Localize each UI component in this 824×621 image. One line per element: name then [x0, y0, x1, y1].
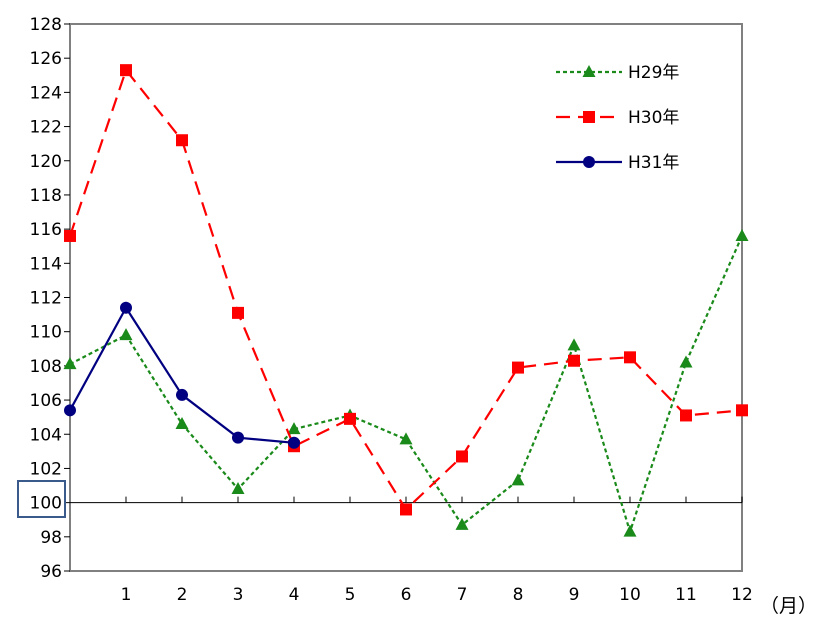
data-point	[232, 431, 244, 444]
x-tick-label: 8	[513, 585, 524, 605]
series-line	[69, 235, 744, 536]
legend-item-2: H30年	[556, 108, 679, 128]
legend-label: H31年	[628, 153, 679, 173]
legend-marker	[583, 156, 595, 168]
data-point	[568, 354, 580, 367]
data-point	[63, 357, 77, 370]
y-tick-label: 126	[30, 49, 62, 69]
x-tick-label: 3	[233, 585, 244, 605]
plot-area-border	[69, 23, 743, 572]
y-tick-label: 108	[30, 357, 62, 377]
data-point	[567, 338, 581, 351]
x-tick-label: 5	[345, 585, 356, 605]
y-tick-label: 106	[30, 391, 62, 411]
y-tick-label: 96	[40, 562, 62, 582]
data-point	[175, 416, 189, 429]
data-point	[64, 229, 76, 242]
data-point	[736, 404, 748, 417]
legend-marker	[582, 65, 596, 77]
x-tick-label: 1	[121, 585, 132, 605]
x-unit-label: （月）	[760, 595, 817, 617]
data-point	[344, 412, 356, 425]
series-3	[64, 301, 300, 449]
data-point	[623, 524, 637, 537]
y-tick-label: 120	[30, 152, 62, 172]
x-tick-label: 11	[675, 585, 697, 605]
x-tick-label: 12	[731, 585, 753, 605]
y-tick-label: 104	[30, 425, 62, 445]
y-tick-label: 124	[30, 83, 62, 103]
data-point	[120, 64, 132, 77]
data-point	[680, 409, 692, 422]
y-tick-label: 102	[30, 459, 62, 479]
data-point	[735, 228, 749, 241]
x-tick-label: 6	[401, 585, 412, 605]
axis-layer: 9698100102104106108110112114116118120122…	[30, 15, 753, 605]
data-point	[400, 503, 412, 516]
data-point	[119, 328, 133, 341]
data-point	[399, 432, 413, 445]
data-point	[287, 422, 301, 435]
x-tick-label: 9	[569, 585, 580, 605]
data-point	[231, 481, 245, 494]
data-point	[624, 351, 636, 364]
x-tick-label: 10	[619, 585, 641, 605]
data-point	[232, 306, 244, 319]
y-tick-label: 100	[30, 494, 62, 514]
x-tick-label: 4	[289, 585, 300, 605]
series-1	[63, 228, 749, 537]
x-tick-label: 2	[177, 585, 188, 605]
data-point	[511, 473, 525, 486]
legend-label: H30年	[628, 108, 679, 128]
legend: H29年 H30年 H31年	[556, 63, 679, 173]
y-tick-label: 112	[30, 289, 62, 309]
legend-marker	[583, 111, 595, 123]
legend-item-1: H29年	[556, 63, 679, 83]
y-tick-label: 128	[30, 15, 62, 35]
data-point	[679, 355, 693, 368]
y-tick-label: 98	[40, 528, 62, 548]
baseline-highlight-box	[17, 480, 66, 518]
legend-item-3: H31年	[556, 153, 679, 173]
data-point	[176, 134, 188, 147]
y-tick-label: 114	[30, 254, 62, 274]
y-tick-label: 118	[30, 186, 62, 206]
data-point	[64, 404, 76, 417]
x-tick-label: 7	[457, 585, 468, 605]
data-point	[288, 436, 300, 449]
y-tick-label: 122	[30, 118, 62, 138]
data-point	[120, 301, 132, 314]
y-tick-label: 110	[30, 323, 62, 343]
series-2	[64, 64, 748, 516]
data-point	[455, 517, 469, 530]
legend-label: H29年	[628, 63, 679, 83]
data-point	[176, 388, 188, 401]
data-point	[456, 450, 468, 463]
data-point	[512, 361, 524, 374]
y-tick-label: 116	[30, 220, 62, 240]
series-layer	[63, 64, 749, 537]
